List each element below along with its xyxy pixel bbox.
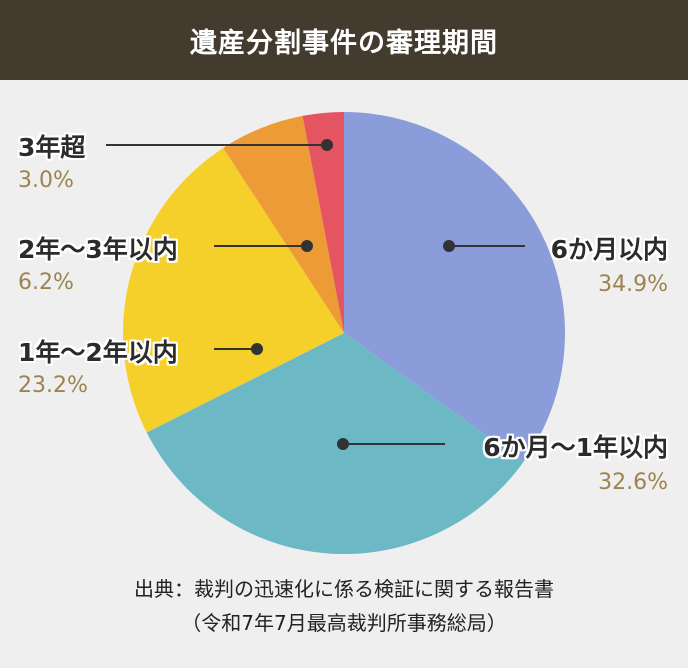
pie-slice [344, 112, 565, 463]
pie-slice [122, 147, 344, 433]
pct-6m: 34.9% [598, 272, 668, 297]
pct-1y-2y: 23.2% [18, 373, 88, 398]
pct-2y-3y: 6.2% [18, 270, 74, 295]
label-6m: 6か月以内 [550, 235, 668, 264]
chart-title: 遺産分割事件の審理期間 [190, 27, 498, 59]
pct-over-3y: 3.0% [18, 168, 74, 193]
pie-slice [302, 112, 344, 333]
label-over-3y: 3年超 [18, 133, 86, 162]
label-1y-2y: 1年〜2年以内 [18, 338, 178, 367]
label-2y-3y: 2年〜3年以内 [18, 235, 178, 264]
pct-6m-1y: 32.6% [598, 470, 668, 495]
source-line-2: （令和7年7月最高裁判所事務総局） [181, 611, 507, 635]
chart-header: 遺産分割事件の審理期間 [0, 0, 688, 80]
pie-slice [146, 333, 524, 554]
pie-slice [223, 115, 344, 333]
label-6m-1y: 6か月〜1年以内 [483, 433, 668, 462]
source-line-1: 出典：裁判の迅速化に係る検証に関する報告書 [134, 577, 554, 601]
